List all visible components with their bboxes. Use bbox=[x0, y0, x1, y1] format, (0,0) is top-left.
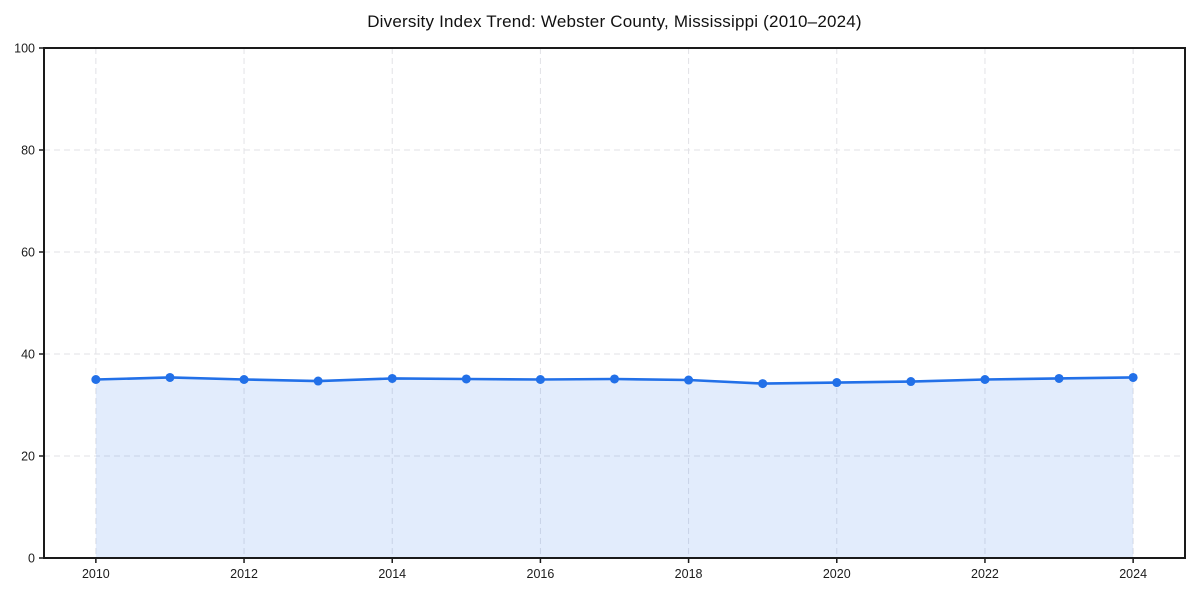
x-tick-label: 2010 bbox=[82, 567, 110, 581]
area-fill bbox=[95, 377, 1134, 558]
y-tick-label: 60 bbox=[21, 246, 35, 260]
x-tick-label: 2022 bbox=[971, 567, 999, 581]
y-tick-label: 40 bbox=[21, 348, 35, 362]
x-tick-label: 2020 bbox=[823, 567, 851, 581]
data-point bbox=[387, 373, 397, 383]
axis-frame bbox=[43, 47, 1186, 559]
y-tick-label: 0 bbox=[28, 552, 35, 566]
data-point bbox=[610, 374, 619, 384]
x-tick-label: 2012 bbox=[230, 567, 258, 581]
data-point bbox=[535, 375, 545, 384]
data-point bbox=[461, 374, 471, 384]
data-point bbox=[980, 375, 990, 384]
data-point bbox=[1128, 372, 1138, 382]
chart-title: Diversity Index Trend: Webster County, M… bbox=[367, 12, 862, 31]
data-point bbox=[165, 372, 175, 382]
x-tick-label: 2018 bbox=[675, 567, 703, 581]
data-point bbox=[684, 375, 694, 385]
data-point bbox=[239, 375, 249, 384]
data-point bbox=[1054, 373, 1064, 383]
x-tick-label: 2016 bbox=[527, 567, 555, 581]
data-point bbox=[832, 378, 842, 388]
data-point bbox=[313, 376, 323, 386]
x-tick-label: 2024 bbox=[1119, 567, 1147, 581]
y-tick-label: 100 bbox=[14, 42, 35, 56]
data-point bbox=[906, 377, 916, 387]
x-tick-label: 2014 bbox=[378, 567, 406, 581]
data-point bbox=[758, 379, 768, 389]
y-tick-label: 80 bbox=[21, 144, 35, 158]
y-tick-label: 20 bbox=[21, 450, 35, 464]
data-point bbox=[91, 375, 101, 384]
